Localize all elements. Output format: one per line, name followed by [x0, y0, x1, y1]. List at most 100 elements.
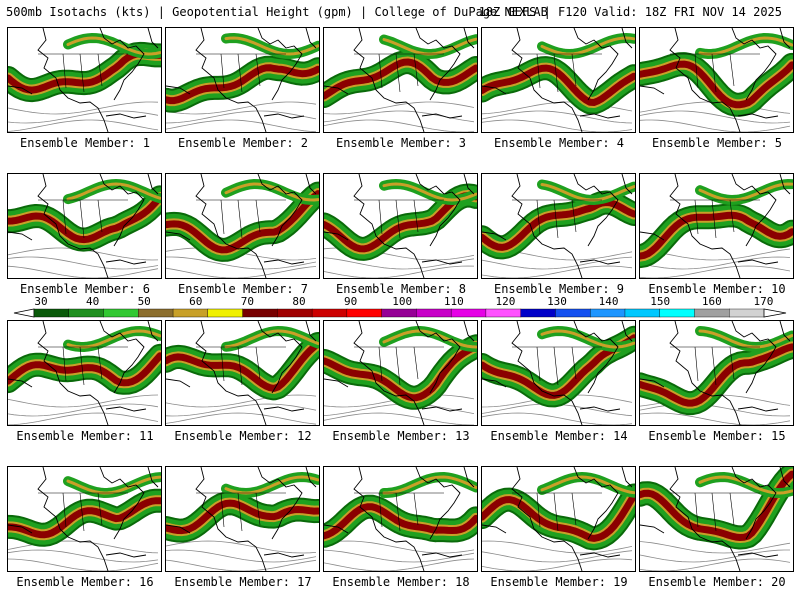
ensemble-map-panel	[7, 320, 162, 426]
height-contour	[324, 119, 475, 132]
height-contour	[8, 558, 159, 571]
political-border	[354, 346, 444, 386]
coastline	[640, 28, 791, 132]
jet-stream-band	[324, 503, 477, 540]
height-contour	[8, 256, 159, 270]
height-contour	[166, 256, 317, 270]
ensemble-member-label: Ensemble Member: 15	[648, 429, 786, 443]
height-contour	[8, 101, 159, 115]
isotach-map	[324, 467, 477, 571]
colorbar-tick-label: 120	[495, 295, 516, 308]
ensemble-member-label: Ensemble Member: 13	[332, 429, 470, 443]
northern-jet-band	[382, 329, 477, 349]
height-contour	[324, 412, 475, 425]
political-border	[670, 53, 760, 93]
height-contour	[640, 256, 791, 270]
ensemble-member-label: Ensemble Member: 9	[493, 282, 625, 296]
northern-jet-band	[66, 182, 161, 201]
jet-stream-band	[482, 199, 635, 251]
political-border	[38, 492, 128, 532]
isotach-map	[640, 174, 793, 278]
ensemble-member-label: Ensemble Member: 19	[490, 575, 628, 589]
political-border	[354, 492, 444, 532]
height-contour	[324, 549, 475, 563]
colorbar-swatch	[311, 308, 348, 318]
northern-jet-band	[540, 475, 635, 495]
ensemble-map-panel	[323, 173, 478, 279]
jet-stream-band	[8, 193, 161, 244]
northern-jet-band	[382, 475, 477, 495]
height-contour	[482, 110, 633, 124]
isotach-map	[166, 174, 319, 278]
colorbar-swatch	[33, 308, 70, 318]
colorbar-tick-label: 30	[34, 295, 48, 308]
height-contour	[166, 394, 317, 408]
height-contour	[640, 119, 791, 132]
ensemble-map-panel	[165, 320, 320, 426]
colorbar-tick-label: 150	[650, 295, 671, 308]
ensemble-member-label: Ensemble Member: 10	[648, 282, 786, 296]
colorbar-swatch	[277, 308, 313, 318]
height-contour	[482, 256, 633, 270]
height-contour	[324, 110, 475, 123]
jet-stream-band	[166, 499, 319, 535]
height-contour	[166, 559, 317, 571]
height-contour	[640, 110, 791, 124]
height-contour	[8, 549, 159, 563]
political-border	[670, 346, 760, 386]
coastline	[482, 28, 633, 132]
jet-stream-band	[166, 340, 319, 392]
isotach-map	[324, 174, 477, 278]
political-border	[512, 199, 602, 239]
ensemble-map-panel	[639, 173, 794, 279]
coastline	[482, 174, 633, 278]
height-contour	[8, 110, 159, 124]
ensemble-member-label: Ensemble Member: 6	[19, 282, 151, 296]
jet-stream-band	[482, 492, 635, 542]
jet-stream-band	[482, 334, 635, 399]
height-contour	[640, 403, 791, 417]
political-border	[196, 492, 286, 532]
political-border	[354, 199, 444, 239]
colorbar-tick-label: 50	[137, 295, 151, 308]
ensemble-map-panel	[639, 466, 794, 572]
northern-jet-band	[224, 36, 319, 56]
ensemble-map-panel	[7, 173, 162, 279]
political-border	[670, 492, 760, 532]
political-border	[38, 346, 128, 386]
coastline	[640, 467, 791, 571]
ensemble-map-panel	[7, 27, 162, 133]
colorbar-left-arrow	[13, 308, 35, 318]
coastline	[166, 174, 317, 278]
ensemble-map-panel	[481, 466, 636, 572]
isotach-map	[482, 321, 635, 425]
ensemble-member-label: Ensemble Member: 16	[16, 575, 154, 589]
ensemble-map-panel	[165, 466, 320, 572]
northern-jet-band	[382, 182, 477, 202]
height-contour	[166, 549, 317, 563]
colorbar-tick-label: 130	[547, 295, 567, 308]
colorbar-swatch	[103, 308, 139, 318]
jet-stream-band	[482, 192, 635, 258]
isotach-map	[482, 28, 635, 132]
political-border	[38, 53, 128, 93]
ensemble-map-panel	[481, 173, 636, 279]
ensemble-map-panel	[165, 27, 320, 133]
colorbar-swatch	[520, 308, 556, 318]
ensemble-map-panel	[639, 320, 794, 426]
colorbar-swatch	[485, 308, 522, 318]
isotach-map	[482, 174, 635, 278]
colorbar-swatch	[68, 308, 105, 318]
ensemble-member-label: Ensemble Member: 4	[493, 136, 625, 150]
height-contour	[640, 558, 791, 571]
coastline	[640, 321, 791, 425]
northern-jet-band	[66, 475, 161, 495]
colorbar-swatch	[624, 308, 661, 318]
northern-jet-band	[698, 475, 793, 495]
height-contour	[8, 394, 159, 408]
height-contour	[8, 119, 159, 132]
political-border	[512, 492, 602, 532]
coastline	[482, 321, 633, 425]
colorbar-swatch	[346, 308, 383, 318]
ensemble-member-label: Ensemble Member: 12	[174, 429, 312, 443]
